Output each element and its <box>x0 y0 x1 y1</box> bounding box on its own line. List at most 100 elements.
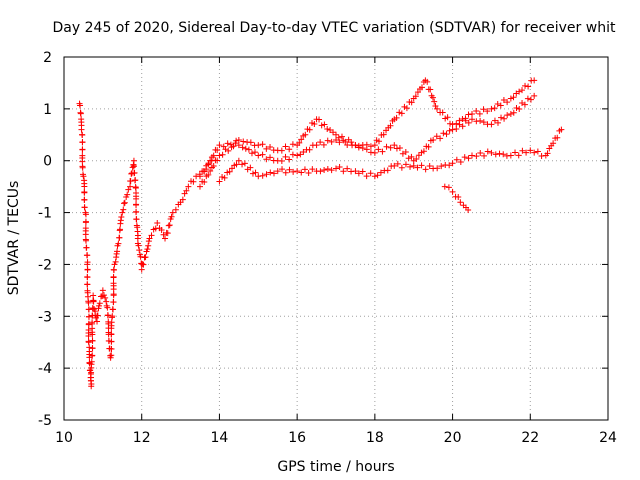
data-point-early-scatter <box>84 273 91 280</box>
data-point-track-c-lower <box>286 166 293 173</box>
data-point-track-a-upper <box>247 139 254 146</box>
data-point-early-scatter <box>160 231 167 238</box>
data-point-track-a-upper <box>387 122 394 129</box>
data-point-track-b-middle <box>313 142 320 149</box>
data-point-early-scatter <box>203 166 210 173</box>
data-point-early-scatter <box>81 196 88 203</box>
data-point-track-b-middle <box>462 117 469 124</box>
data-point-track-b-middle <box>507 111 514 118</box>
data-point-track-c-lower <box>473 153 480 160</box>
data-point-track-b-middle <box>413 155 420 162</box>
data-point-track-c-lower <box>263 171 270 178</box>
data-point-track-b-middle <box>220 143 227 150</box>
data-point-track-a-upper <box>476 110 483 117</box>
data-point-track-b-middle <box>459 123 466 130</box>
data-point-early-scatter <box>145 238 152 245</box>
data-point-track-a-upper <box>531 77 538 84</box>
data-point-track-a-upper <box>263 145 270 152</box>
x-tick-label: 24 <box>599 430 617 446</box>
data-point-track-a-upper <box>449 121 456 128</box>
data-point-track-b-middle <box>383 143 390 150</box>
data-point-track-a-upper <box>296 139 303 146</box>
data-point-track-b-middle <box>510 109 517 116</box>
data-point-early-scatter <box>110 299 117 306</box>
data-point-track-a-upper <box>235 136 242 143</box>
data-point-track-c-lower <box>457 159 464 166</box>
data-point-early-scatter <box>121 200 128 207</box>
data-point-early-scatter <box>140 261 147 268</box>
data-point-track-a-upper <box>488 105 495 112</box>
data-point-early-scatter <box>82 231 89 238</box>
data-point-track-b-middle <box>415 152 422 159</box>
data-point-track-c-lower <box>241 160 248 167</box>
x-tick-label: 22 <box>521 430 539 446</box>
data-point-track-b-middle <box>371 149 378 156</box>
data-point-track-c-lower <box>270 170 277 177</box>
data-point-early-scatter <box>88 358 95 365</box>
data-point-track-a-upper <box>371 142 378 149</box>
data-point-track-b-middle <box>408 153 415 160</box>
data-point-track-a-upper <box>289 141 296 148</box>
data-point-track-c-lower <box>363 173 370 180</box>
data-point-track-b-middle <box>449 126 456 133</box>
data-point-track-a-upper <box>439 109 446 116</box>
data-point-early-scatter <box>146 235 153 242</box>
data-point-track-b-middle <box>224 140 231 147</box>
data-point-track-a-upper <box>219 151 226 158</box>
data-point-track-a-upper <box>205 171 212 178</box>
x-tick-label: 16 <box>288 430 306 446</box>
data-point-track-c-lower <box>377 169 384 176</box>
data-point-track-a-upper <box>507 95 514 102</box>
data-point-track-a-upper <box>403 105 410 112</box>
data-point-track-b-middle <box>340 137 347 144</box>
data-point-track-b-middle <box>491 117 498 124</box>
data-point-track-a-upper <box>324 126 331 133</box>
data-point-early-scatter <box>132 177 139 184</box>
y-tick-label: -4 <box>38 361 52 377</box>
data-point-track-b-middle <box>488 121 495 128</box>
data-point-track-c-lower <box>394 160 401 167</box>
data-point-track-b-middle <box>216 142 223 149</box>
data-point-early-scatter <box>134 235 141 242</box>
data-point-early-scatter <box>133 195 140 202</box>
data-point-early-scatter <box>133 216 140 223</box>
data-point-track-c-lower <box>488 149 495 156</box>
data-point-early-scatter <box>87 377 94 384</box>
data-point-track-a-upper <box>418 84 425 91</box>
data-point-track-a-upper <box>240 138 247 145</box>
data-point-early-scatter <box>81 183 88 190</box>
data-point-track-b-middle <box>232 140 239 147</box>
data-point-track-c-lower <box>461 154 468 161</box>
data-point-early-scatter <box>112 258 119 265</box>
axis-ticks <box>63 56 609 421</box>
x-tick-label: 14 <box>211 430 229 446</box>
data-point-track-d-tail <box>455 193 462 200</box>
data-point-early-scatter <box>142 254 149 261</box>
data-point-early-scatter <box>162 235 169 242</box>
data-point-early-scatter <box>196 171 203 178</box>
data-point-track-a-upper <box>432 102 439 109</box>
data-point-track-c-lower <box>252 169 259 176</box>
data-point-track-c-lower <box>449 160 456 167</box>
data-point-track-c-lower <box>398 164 405 171</box>
data-point-track-b-middle <box>501 115 508 122</box>
data-point-track-d-tail <box>449 188 456 195</box>
data-point-track-c-lower <box>249 170 256 177</box>
data-point-track-c-lower <box>414 164 421 171</box>
data-point-early-scatter <box>89 352 96 359</box>
data-point-track-b-middle <box>480 119 487 126</box>
data-point-track-c-lower <box>298 169 305 176</box>
data-point-track-b-middle <box>391 142 398 149</box>
data-point-track-c-lower <box>446 162 453 169</box>
data-point-early-scatter <box>116 234 123 241</box>
data-point-track-c-lower <box>228 165 235 172</box>
data-point-early-scatter <box>117 226 124 233</box>
data-point-early-scatter <box>81 204 88 211</box>
data-point-early-scatter <box>110 280 117 287</box>
data-point-early-scatter <box>103 298 110 305</box>
data-point-track-b-middle <box>278 158 285 165</box>
data-point-track-a-upper <box>500 96 507 103</box>
data-point-track-c-lower <box>216 178 223 185</box>
data-point-track-a-upper <box>197 183 203 190</box>
data-point-early-scatter <box>119 209 126 216</box>
